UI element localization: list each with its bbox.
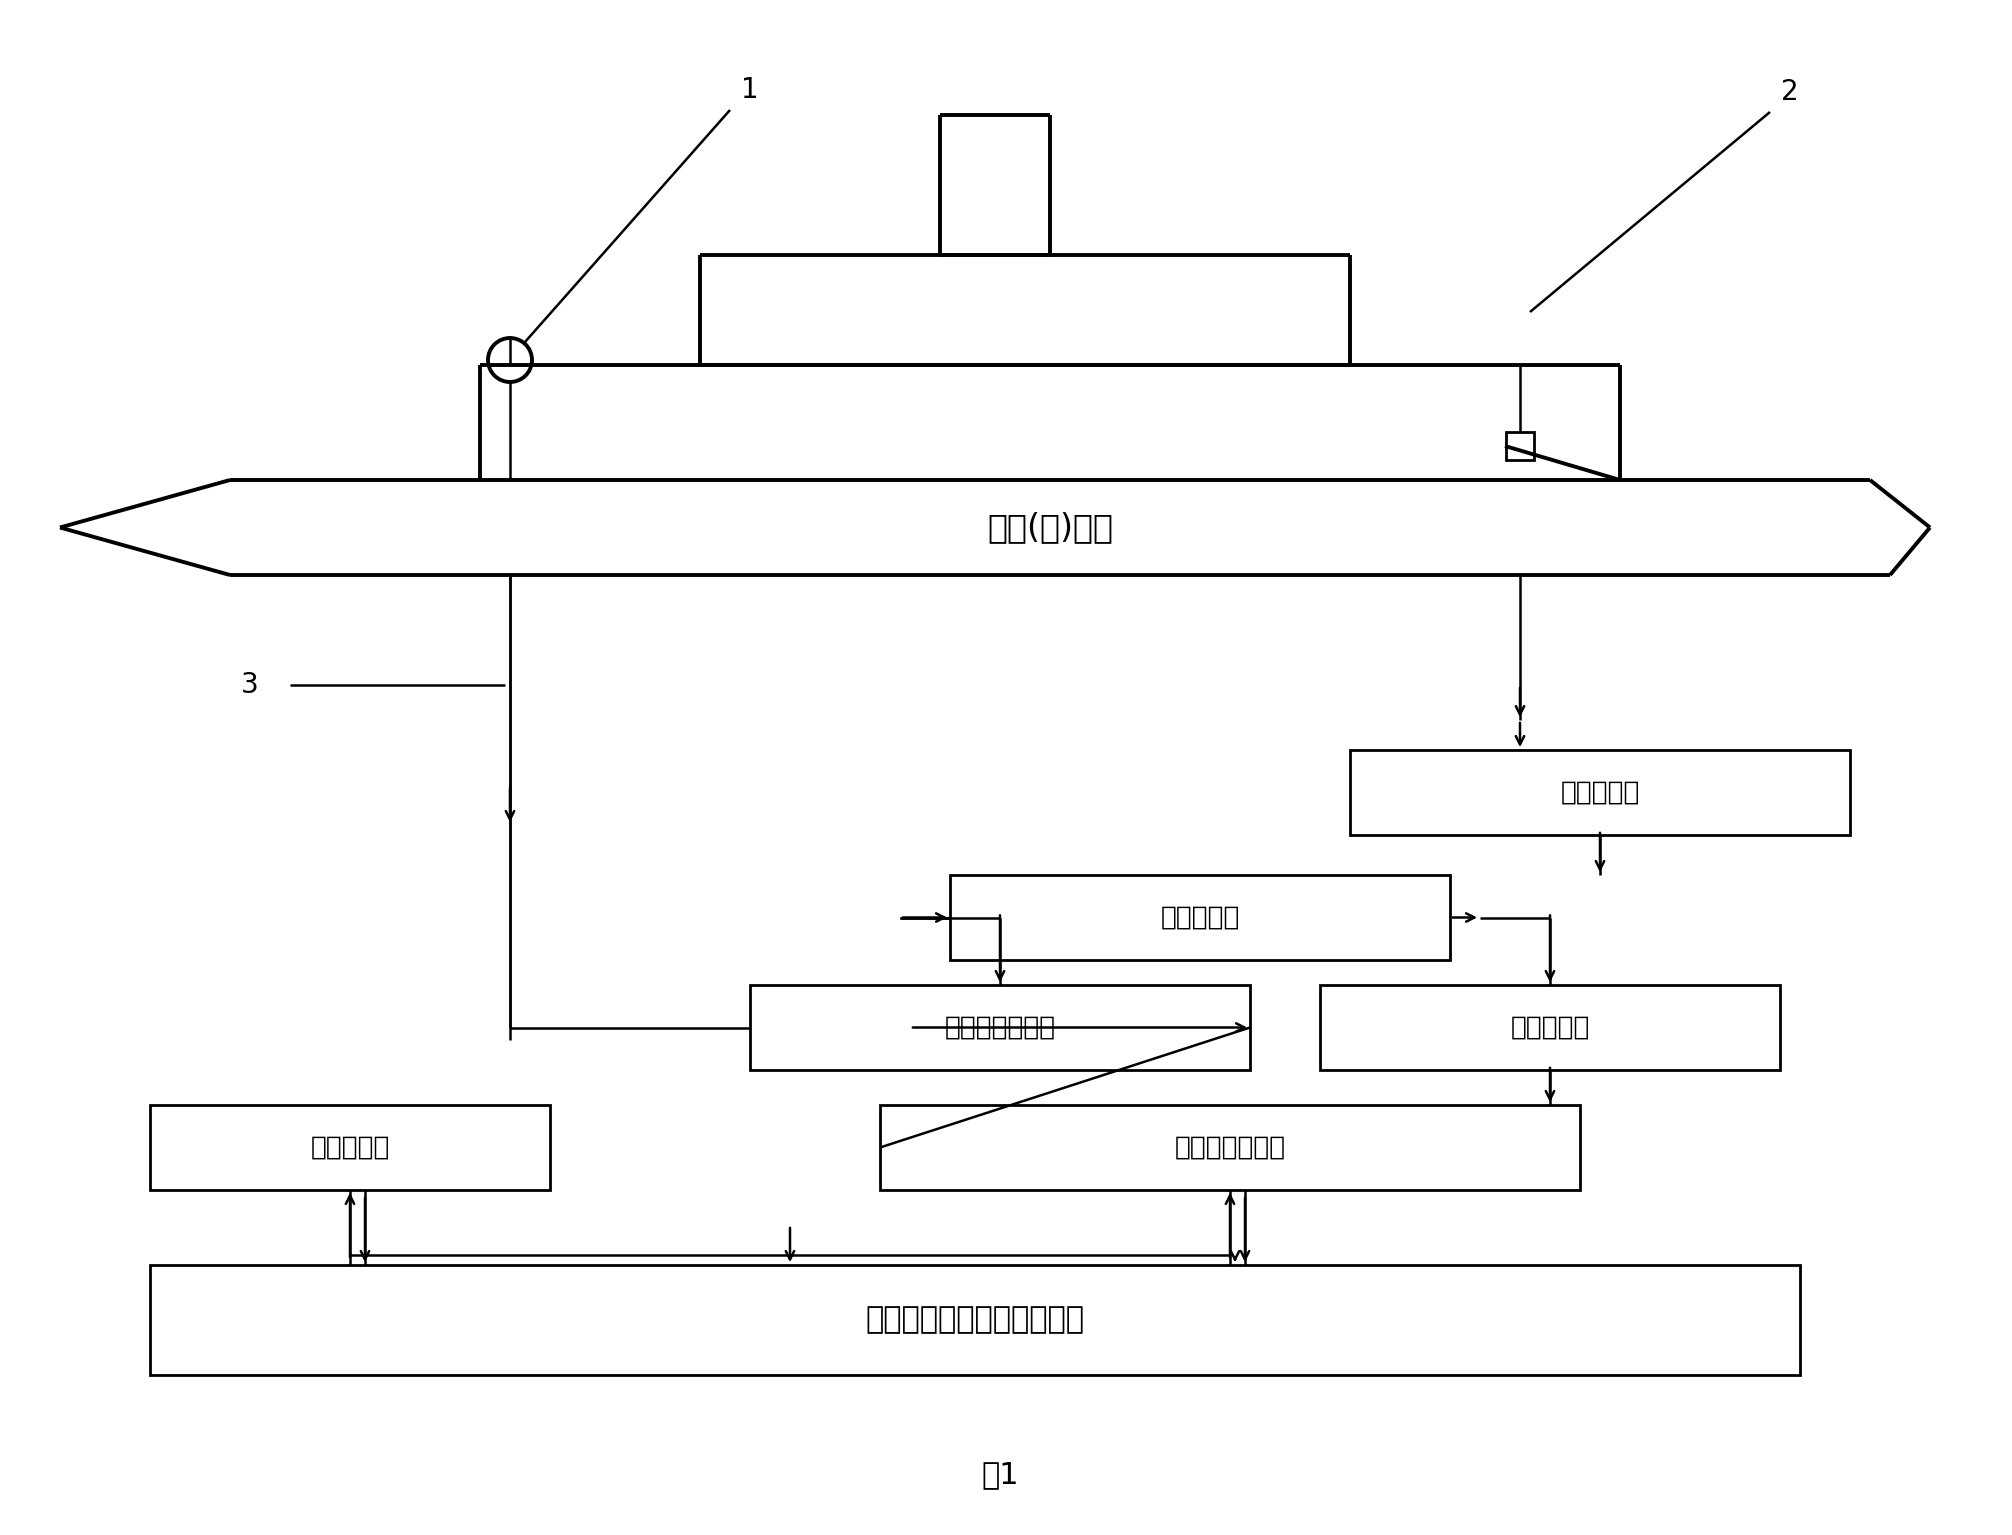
Bar (879, 1105, 1579, 1190)
Bar (151, 1105, 549, 1190)
Text: 定向耦合器: 定向耦合器 (1161, 904, 1239, 930)
Text: 测试控制及数据采集计算机: 测试控制及数据采集计算机 (865, 1305, 1084, 1334)
Bar (1350, 751, 1849, 835)
Text: 射频网络分析仪: 射频网络分析仪 (1175, 1134, 1286, 1160)
Text: 射频功率放大器: 射频功率放大器 (944, 1015, 1056, 1041)
Text: 平台(船)模型: 平台(船)模型 (988, 511, 1113, 543)
Text: 隔离衰减器: 隔离衰减器 (1561, 780, 1640, 806)
Text: 3: 3 (241, 671, 260, 698)
Bar (1507, 431, 1533, 460)
Text: 1: 1 (740, 77, 759, 104)
Text: 保护衰减器: 保护衰减器 (1511, 1015, 1589, 1041)
Bar (151, 1265, 1801, 1375)
Text: 2: 2 (1781, 78, 1799, 106)
Bar (1320, 985, 1781, 1070)
Bar (950, 875, 1451, 959)
Text: 图1: 图1 (982, 1460, 1018, 1489)
Bar (750, 985, 1249, 1070)
Text: 光纤场强仪: 光纤场强仪 (310, 1134, 390, 1160)
